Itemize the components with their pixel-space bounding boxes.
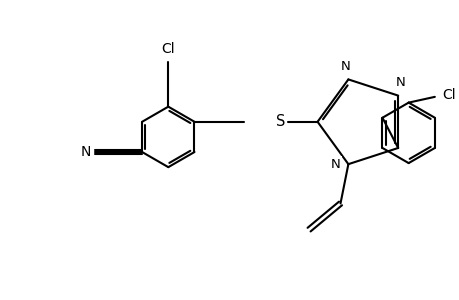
Text: N: N: [80, 145, 90, 159]
Text: N: N: [330, 158, 340, 171]
Text: Cl: Cl: [442, 88, 455, 102]
Text: Cl: Cl: [161, 42, 175, 56]
Text: N: N: [340, 60, 350, 73]
Text: N: N: [395, 76, 405, 89]
Text: S: S: [275, 114, 285, 129]
